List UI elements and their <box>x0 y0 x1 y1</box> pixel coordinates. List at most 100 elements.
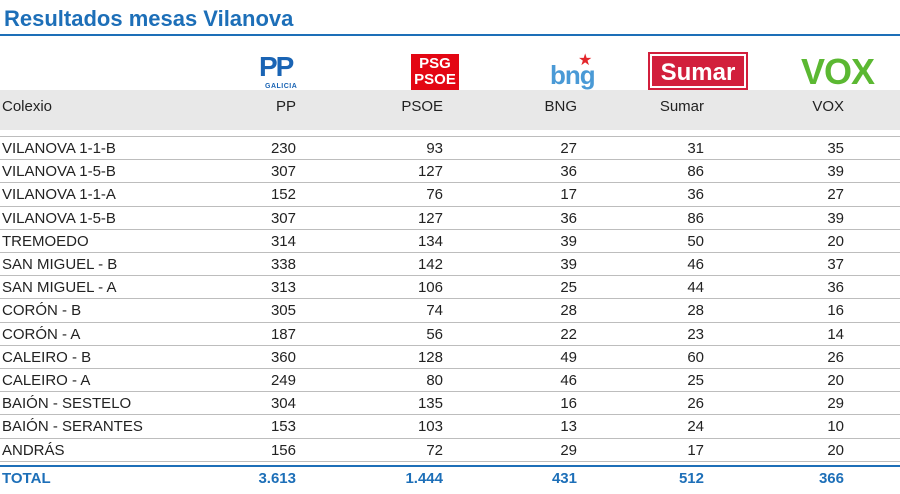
cell-sumar: 23 <box>687 325 704 343</box>
cell-colexio: CALEIRO - B <box>2 348 92 366</box>
column-header-pp: PP <box>275 98 296 115</box>
cell-vox: 39 <box>827 163 844 181</box>
row-divider <box>0 344 900 346</box>
cell-bng: 28 <box>560 302 577 320</box>
row-divider <box>0 414 900 416</box>
cell-sumar: 26 <box>687 395 704 413</box>
row-divider <box>0 275 900 277</box>
column-header-vox: VOX <box>812 98 844 115</box>
total-vox: 366 <box>818 470 844 487</box>
cell-sumar: 24 <box>687 418 704 436</box>
cell-sumar: 50 <box>687 232 704 250</box>
cell-psoe: 134 <box>417 232 443 250</box>
cell-colexio: CORÓN - B <box>2 302 82 320</box>
column-header-sumar: Sumar <box>659 98 704 115</box>
cell-psoe: 106 <box>417 279 443 297</box>
total-divider <box>0 465 900 467</box>
cell-colexio: CALEIRO - A <box>2 372 91 389</box>
column-header-colexio: Colexio <box>2 98 53 115</box>
row-divider <box>0 460 900 462</box>
cell-sumar: 28 <box>687 302 704 320</box>
table-row: CORÓN - B 305 74 28 28 16 <box>0 299 900 322</box>
psoe-logo-line1: PSG <box>419 55 451 72</box>
cell-vox: 10 <box>827 418 844 436</box>
cell-bng: 17 <box>560 186 577 204</box>
cell-pp: 338 <box>270 256 296 273</box>
vox-logo-icon: VOX <box>801 51 875 92</box>
cell-bng: 36 <box>560 163 577 181</box>
cell-colexio: TREMOEDO <box>2 232 89 250</box>
cell-bng: 22 <box>560 325 577 343</box>
row-divider <box>0 321 900 323</box>
cell-bng: 39 <box>560 232 577 250</box>
cell-sumar: 25 <box>687 372 704 389</box>
column-header-psoe: PSOE <box>401 98 443 115</box>
cell-colexio: SAN MIGUEL - A <box>2 279 117 297</box>
pp-logo-text: PP <box>259 51 294 82</box>
cell-vox: 36 <box>827 279 844 297</box>
cell-pp: 305 <box>270 302 296 320</box>
cell-sumar: 17 <box>687 441 704 459</box>
cell-bng: 13 <box>560 418 577 436</box>
cell-psoe: 93 <box>426 140 443 157</box>
cell-pp: 156 <box>270 441 296 459</box>
cell-bng: 46 <box>560 372 577 389</box>
table-row: TREMOEDO 314 134 39 50 20 <box>0 230 900 253</box>
table-row: ANDRÁS 156 72 29 17 20 <box>0 439 900 462</box>
cell-psoe: 72 <box>426 441 443 459</box>
row-divider <box>0 298 900 300</box>
cell-pp: 360 <box>270 348 296 366</box>
row-divider <box>0 437 900 439</box>
cell-colexio: BAIÓN - SESTELO <box>2 395 132 413</box>
pp-logo-icon: PP GALICIA <box>255 51 305 95</box>
row-divider <box>0 228 900 230</box>
cell-bng: 16 <box>560 395 577 413</box>
cell-bng: 29 <box>560 441 577 459</box>
cell-psoe: 103 <box>417 418 443 436</box>
cell-pp: 230 <box>270 140 296 157</box>
total-pp: 3.613 <box>258 470 296 487</box>
table-row: CALEIRO - A 249 80 46 25 20 <box>0 369 900 392</box>
row-divider <box>0 182 900 184</box>
table-row: BAIÓN - SESTELO 304 135 16 26 29 <box>0 392 900 415</box>
cell-pp: 187 <box>270 325 296 343</box>
row-divider <box>0 368 900 369</box>
cell-colexio: VILANOVA 1-5-B <box>2 163 116 181</box>
column-header-bng: BNG <box>544 98 577 115</box>
cell-bng: 27 <box>560 140 577 157</box>
page-title: Resultados mesas Vilanova <box>4 6 294 31</box>
row-divider <box>0 252 900 253</box>
cell-vox: 39 <box>827 209 844 227</box>
row-divider <box>0 159 900 161</box>
cell-bng: 36 <box>560 209 577 227</box>
table-row: VILANOVA 1-1-B 230 93 27 31 35 <box>0 137 900 160</box>
party-logos: PP GALICIA PSG PSOE bng ★ Sumar VOX <box>0 48 900 98</box>
cell-psoe: 76 <box>426 186 443 204</box>
bng-logo-icon: bng ★ <box>548 50 604 94</box>
cell-psoe: 127 <box>417 163 443 181</box>
cell-vox: 26 <box>827 348 844 366</box>
table-row: VILANOVA 1-1-A 152 76 17 36 27 <box>0 183 900 206</box>
cell-vox: 20 <box>827 441 844 459</box>
cell-vox: 37 <box>827 256 844 273</box>
cell-sumar: 31 <box>687 140 704 157</box>
table-row: CALEIRO - B 360 128 49 60 26 <box>0 346 900 369</box>
bng-logo-text: bng <box>550 60 596 90</box>
cell-pp: 304 <box>270 395 296 413</box>
header-divider <box>0 136 900 137</box>
table-row: VILANOVA 1-5-B 307 127 36 86 39 <box>0 160 900 183</box>
cell-psoe: 80 <box>426 372 443 389</box>
cell-psoe: 128 <box>417 348 443 366</box>
table-row: CORÓN - A 187 56 22 23 14 <box>0 323 900 346</box>
cell-pp: 152 <box>270 186 296 204</box>
pp-logo-subtext: GALICIA <box>265 83 298 90</box>
cell-vox: 20 <box>827 372 844 389</box>
table-header-band <box>0 90 900 130</box>
cell-psoe: 135 <box>417 395 443 413</box>
psoe-logo-line2: PSOE <box>414 71 456 88</box>
sumar-logo-icon: Sumar <box>648 52 748 90</box>
cell-vox: 27 <box>827 186 844 204</box>
cell-pp: 314 <box>270 232 296 250</box>
cell-sumar: 86 <box>687 209 704 227</box>
total-row: TOTAL 3.613 1.444 431 512 366 <box>0 467 900 490</box>
